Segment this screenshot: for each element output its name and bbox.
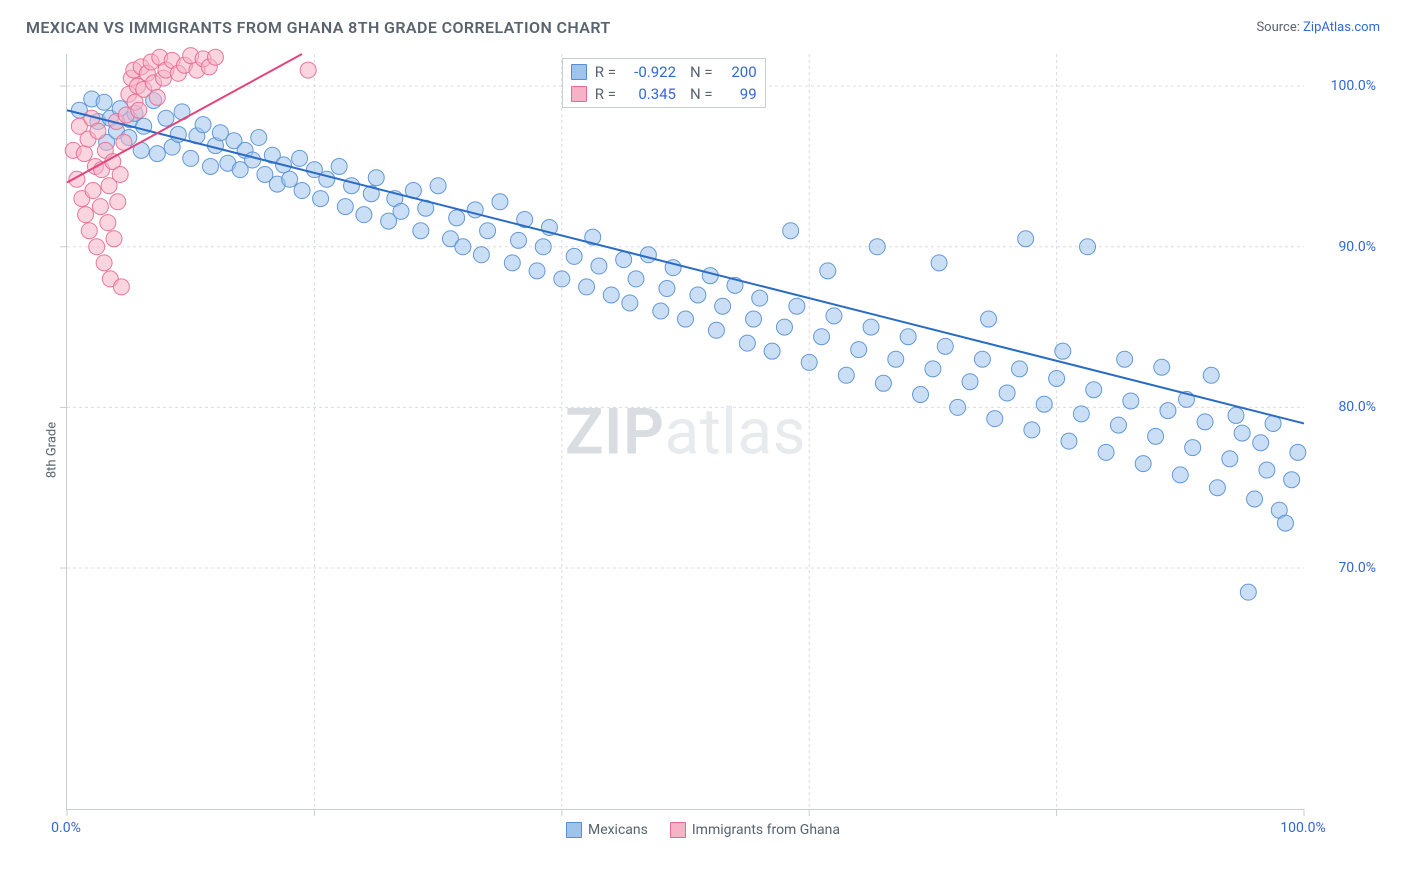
r-label: R =	[595, 61, 616, 83]
y-axis-label: 8th Grade	[45, 422, 60, 478]
n-label: N =	[690, 83, 713, 105]
series-swatch	[571, 64, 587, 80]
y-tick-label: 70.0%	[1338, 560, 1376, 576]
y-tick-label: 80.0%	[1338, 399, 1376, 415]
series-swatch	[571, 86, 587, 102]
source-link[interactable]: ZipAtlas.com	[1303, 20, 1380, 35]
legend-label: Immigrants from Ghana	[692, 822, 840, 838]
stats-row: R = -0.922 N = 200	[571, 61, 757, 83]
n-value: 200	[721, 61, 757, 83]
source-attribution: Source: ZipAtlas.com	[1256, 20, 1380, 35]
r-value: -0.922	[624, 61, 676, 83]
r-label: R =	[595, 83, 616, 105]
y-tick-label: 100.0%	[1331, 78, 1376, 94]
correlation-stats-box: R = -0.922 N = 200 R = 0.345 N = 99	[562, 58, 766, 108]
n-label: N =	[690, 61, 713, 83]
legend: Mexicans Immigrants from Ghana	[26, 822, 1380, 838]
chart-title: MEXICAN VS IMMIGRANTS FROM GHANA 8TH GRA…	[26, 18, 611, 37]
legend-swatch	[566, 822, 582, 838]
r-value: 0.345	[624, 83, 676, 105]
legend-item: Mexicans	[566, 822, 648, 838]
y-tick-label: 90.0%	[1338, 239, 1376, 255]
legend-label: Mexicans	[588, 822, 648, 838]
source-label: Source:	[1256, 20, 1299, 35]
chart-container: 8th Grade ZIPatlas R =-0.922N =200R =0.3…	[26, 54, 1380, 846]
plot-area: ZIPatlas R =-0.922N =200R =0.345N =99	[66, 54, 1304, 810]
n-value: 99	[721, 83, 757, 105]
stats-row: R = 0.345 N = 99	[571, 83, 757, 105]
legend-swatch	[670, 822, 686, 838]
legend-item: Immigrants from Ghana	[670, 822, 840, 838]
